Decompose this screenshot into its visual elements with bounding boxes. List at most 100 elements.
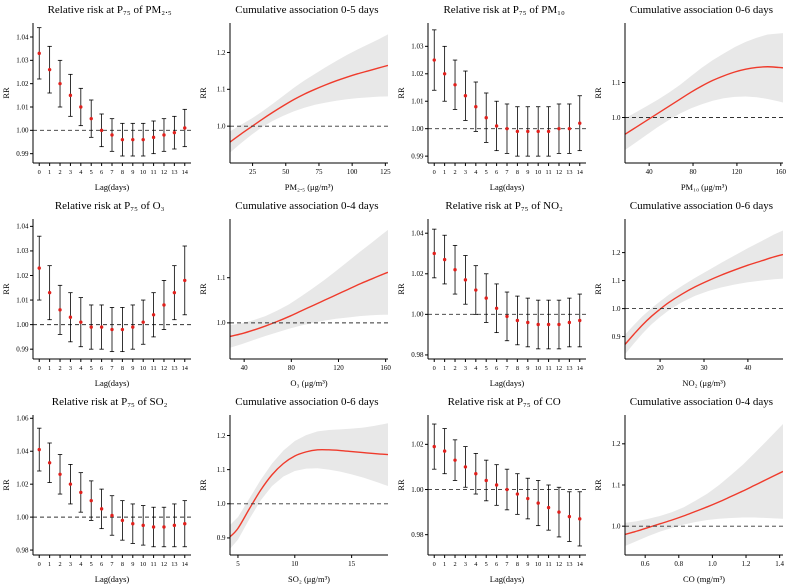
x-tick-label: 0 bbox=[38, 561, 41, 568]
y-axis-label: RR bbox=[593, 283, 603, 295]
y-tick-label: 1.04 bbox=[16, 33, 29, 41]
y-tick-label: 1.03 bbox=[16, 247, 29, 255]
rr-point bbox=[577, 517, 581, 521]
y-tick-label: 1.1 bbox=[612, 277, 621, 285]
rr-point bbox=[556, 126, 561, 131]
x-tick-label: 2 bbox=[58, 169, 61, 176]
panel-title: Relative risk at P₇₅ of PM₁₀ bbox=[443, 4, 565, 16]
y-tick-label: 1.04 bbox=[16, 223, 29, 231]
x-tick-label: 160 bbox=[775, 168, 786, 176]
x-tick-label: 2 bbox=[453, 365, 456, 372]
x-tick-label: 7 bbox=[505, 561, 508, 568]
x-tick-label: 3 bbox=[69, 365, 72, 372]
panel-title: Cumulative association 0-4 days bbox=[629, 396, 774, 408]
exposure-response-curve bbox=[624, 66, 783, 135]
chart-svg: 0.991.001.011.021.031.040 1 2 3 4 5 6 7 8 9 10 11 12… bbox=[1, 23, 191, 192]
y-tick-label: 1.0 bbox=[612, 522, 621, 530]
rr-point bbox=[494, 306, 498, 310]
x-tick-label: 0.8 bbox=[674, 560, 683, 568]
rr-point bbox=[515, 318, 519, 323]
rr-point bbox=[110, 327, 114, 332]
x-tick-label: 10 bbox=[535, 169, 541, 176]
x-tick-label: 10 bbox=[140, 169, 146, 176]
x-tick-label: 4 bbox=[474, 365, 478, 372]
o3-cumulative-chart: 1.0 1.1 40 80 120 160 O₃ (μg/m³) RR bbox=[197, 214, 394, 392]
co-cumulative-chart: 1.0 1.1 1.2 0.6 0.8 1.0 1.2 1.4 CO (mg/m³) RR bbox=[592, 410, 789, 588]
y-axis-label: RR bbox=[1, 283, 11, 295]
y-tick-label: 1.06 bbox=[16, 415, 29, 423]
panel-co-cumulative: Cumulative association 0-4 days 1.0 1.1 1.… bbox=[592, 392, 789, 588]
rr-point bbox=[172, 523, 177, 528]
rr-point bbox=[79, 105, 83, 109]
x-tick-label: 13 bbox=[566, 169, 572, 176]
rr-point bbox=[463, 278, 467, 282]
panel-o3-cumulative: Cumulative association 0-4 days 1.0 1.1 40… bbox=[197, 196, 394, 392]
x-tick-label: 120 bbox=[333, 364, 344, 372]
confidence-band bbox=[624, 424, 783, 546]
x-tick-label: 0 bbox=[38, 169, 41, 176]
y-tick-label: 1.02 bbox=[411, 270, 424, 278]
x-tick-label: 7 bbox=[505, 365, 508, 372]
x-tick-label: 2 bbox=[58, 561, 61, 568]
rr-point bbox=[89, 116, 93, 121]
rr-point bbox=[567, 514, 571, 519]
y-tick-label: 1.03 bbox=[16, 57, 29, 65]
x-tick-label: 11 bbox=[151, 365, 157, 372]
x-tick-label: 13 bbox=[171, 169, 177, 176]
so2-lag-chart: 0.98 1.00 1.02 1.04 1.06 0 1 2 3 4 5 6 7 8 9 10 11 12 13 14… bbox=[0, 410, 197, 588]
y-tick-label: 1.01 bbox=[16, 296, 29, 304]
x-tick-label: 1 bbox=[48, 365, 51, 372]
x-tick-label: 7 bbox=[110, 169, 113, 176]
y-tick-label: 1.00 bbox=[411, 486, 424, 494]
panel-so2-lag: Relative risk at P₇₅ of SO₂ 0.98 1.00 1.02… bbox=[0, 392, 197, 588]
x-tick-label: 9 bbox=[131, 169, 134, 176]
x-tick-label: 9 bbox=[526, 365, 529, 372]
x-tick-label: 11 bbox=[545, 365, 551, 372]
rr-point bbox=[47, 461, 52, 465]
x-axis-label: PM₂.₅ (μg/m³) bbox=[285, 182, 334, 192]
rr-point bbox=[432, 444, 436, 449]
y-tick-label: 1.1 bbox=[612, 481, 621, 489]
y-tick-label: 1.03 bbox=[411, 43, 424, 51]
panel-title: Relative risk at P₇₅ of SO₂ bbox=[51, 396, 168, 408]
panel-no2-lag: Relative risk at P₇₅ of NO₂ 0.98 1.00 1.02… bbox=[395, 196, 592, 392]
rr-point bbox=[151, 135, 156, 140]
x-tick-label: 6 bbox=[495, 365, 498, 372]
exposure-response-curve bbox=[230, 64, 389, 143]
rr-point bbox=[131, 522, 135, 526]
panel-title: Cumulative association 0-6 days bbox=[629, 200, 774, 212]
x-tick-label: 7 bbox=[505, 169, 508, 176]
x-tick-label: 3 bbox=[463, 169, 466, 176]
y-tick-label: 1.02 bbox=[411, 70, 424, 78]
y-axis-label: RR bbox=[396, 479, 406, 491]
x-tick-label: 8 bbox=[121, 561, 124, 568]
panel-pm10-cumulative: Cumulative association 0-6 days 1.0 1.1 40… bbox=[592, 0, 789, 196]
rr-point bbox=[484, 478, 488, 483]
confidence-band bbox=[230, 34, 389, 153]
x-tick-label: 3 bbox=[69, 561, 72, 568]
y-axis-label: RR bbox=[396, 283, 406, 295]
x-tick-label: 12 bbox=[555, 365, 561, 372]
rr-point bbox=[120, 327, 125, 332]
x-tick-label: 11 bbox=[151, 561, 157, 568]
rr-point bbox=[162, 525, 166, 529]
rr-point bbox=[37, 266, 41, 270]
x-tick-label: 10 bbox=[140, 365, 146, 372]
rr-point bbox=[484, 116, 488, 120]
rr-point bbox=[473, 105, 478, 109]
x-tick-label: 10 bbox=[535, 365, 541, 372]
x-tick-label: 1 bbox=[48, 561, 51, 568]
rr-point bbox=[452, 458, 457, 462]
x-tick-label: 14 bbox=[576, 561, 583, 568]
no2-cumulative-chart: 0.9 1.0 1.1 1.2 20 30 40 NO₂ (μg/m³) RR bbox=[592, 214, 789, 392]
y-tick-label: 1.0 bbox=[217, 319, 226, 327]
panel-title: Cumulative association 0-4 days bbox=[235, 200, 379, 212]
x-tick-label: 5 bbox=[90, 365, 93, 372]
x-tick-label: 1.2 bbox=[741, 560, 750, 568]
x-tick-label: 9 bbox=[131, 365, 134, 372]
panel-title: Cumulative association 0-6 days bbox=[235, 396, 379, 408]
rr-point bbox=[556, 322, 561, 327]
confidence-band bbox=[230, 229, 389, 348]
chart-svg: 0.981.001.021.040 1 2 3 4 5 6 7 8 9 10 11 12 13 14Lag(… bbox=[396, 219, 586, 388]
y-axis-label: RR bbox=[198, 283, 208, 295]
